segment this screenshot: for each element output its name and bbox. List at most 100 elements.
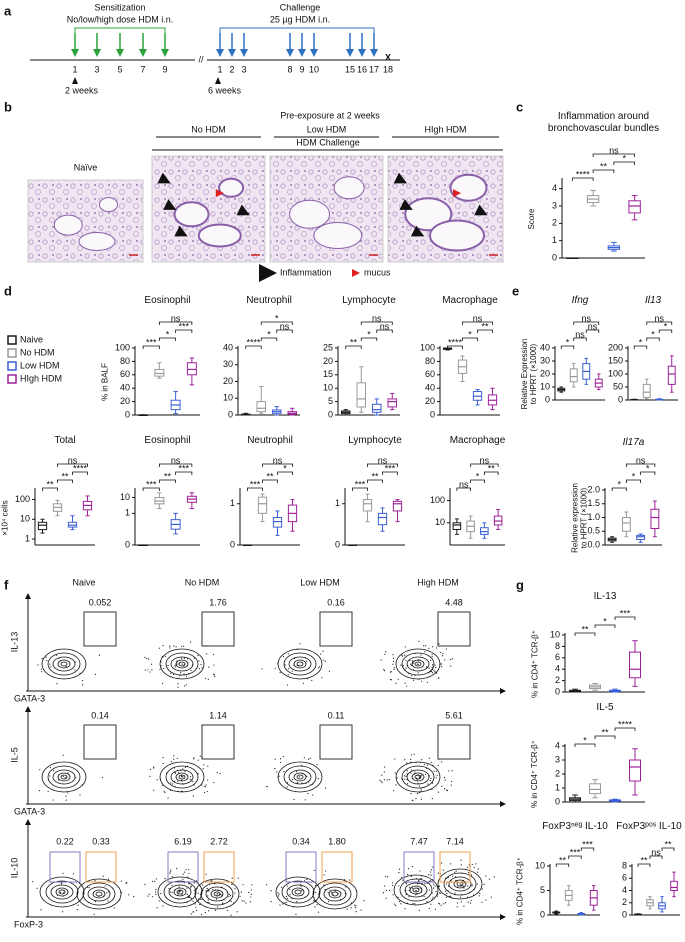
event-dot (404, 908, 406, 910)
density-contour (395, 648, 441, 680)
event-dot (451, 658, 454, 660)
event-dot (60, 883, 62, 885)
event-dot (315, 891, 317, 894)
event-dot (469, 902, 472, 904)
density-contour (87, 886, 111, 902)
significance-label: *** (355, 479, 366, 489)
event-dot (287, 674, 289, 676)
event-dot (192, 911, 194, 913)
event-dot (305, 660, 308, 662)
event-dot (36, 887, 38, 889)
event-dot (404, 654, 406, 656)
density-contour (296, 661, 304, 667)
event-dot (288, 668, 290, 670)
event-dot (184, 770, 186, 773)
event-dot (397, 896, 399, 898)
histology-group: No HDM (191, 124, 226, 134)
dose-arrowhead (116, 49, 124, 57)
y-tick-label: 0 (228, 409, 233, 419)
event-dot (101, 776, 103, 779)
gate-value: 0.16 (327, 597, 345, 607)
event-dot (385, 889, 388, 891)
event-dot (316, 904, 318, 906)
event-dot (279, 758, 282, 760)
event-dot (183, 685, 186, 687)
event-dot (182, 776, 184, 778)
box (628, 200, 641, 214)
gate-value: 0.22 (56, 836, 74, 846)
event-dot (311, 679, 313, 681)
event-dot (467, 885, 469, 887)
gate-value: 1.76 (209, 597, 227, 607)
event-dot (207, 765, 209, 767)
density-contour (41, 761, 87, 793)
event-dot (155, 878, 157, 880)
plot-title: IL-5 (596, 702, 614, 713)
airway (289, 199, 331, 229)
event-dot (285, 895, 287, 898)
significance-bracket (352, 487, 368, 491)
event-dot (444, 779, 446, 781)
event-dot (426, 764, 429, 766)
event-dot (428, 647, 430, 649)
y-tick-label: 100 (15, 494, 30, 504)
significance-label: ** (664, 839, 672, 849)
event-dot (431, 646, 434, 648)
significance-label: *** (146, 337, 157, 347)
event-dot (286, 901, 288, 903)
event-dot (354, 904, 356, 906)
event-dot (173, 645, 175, 647)
event-dot (363, 900, 365, 902)
event-dot (104, 885, 106, 887)
event-dot (40, 671, 43, 673)
box (621, 517, 631, 532)
event-dot (438, 643, 440, 645)
age-label: 6 weeks (208, 85, 242, 95)
box (667, 365, 676, 385)
event-dot (185, 869, 187, 871)
event-dot (473, 866, 475, 869)
significance-label: * (646, 463, 650, 473)
y-tick-label: 150 (608, 355, 623, 365)
significance-bracket (633, 345, 648, 349)
legend-mucus (352, 269, 360, 277)
event-dot (208, 910, 210, 912)
dose-arrowhead (216, 49, 224, 57)
density-contour (437, 868, 483, 900)
event-dot (383, 766, 386, 768)
significance-label: **** (618, 719, 633, 729)
event-dot (435, 667, 437, 669)
histology-group: Naïve (74, 162, 98, 172)
event-dot (459, 883, 461, 885)
y-tick-label: 0 (540, 909, 545, 919)
event-dot (192, 795, 194, 797)
significance-label: ns (480, 455, 490, 465)
event-dot (199, 898, 202, 900)
event-dot (163, 667, 165, 670)
significance-label: *** (178, 463, 189, 473)
event-dot (40, 909, 42, 911)
event-dot (327, 892, 329, 894)
density-contour (406, 769, 430, 785)
sensitization-detail: No/low/high dose HDM i.n. (67, 14, 174, 24)
event-dot (301, 782, 303, 784)
event-dot (426, 681, 428, 683)
event-dot (161, 784, 163, 787)
significance-label: ns (609, 145, 619, 155)
significance-bracket (614, 616, 636, 620)
event-dot (170, 869, 172, 871)
y-axis-label: % in CD4⁺ TCR-β⁺ (530, 739, 539, 809)
airway (53, 214, 83, 236)
flow-x-label: GATA-3 (14, 693, 45, 703)
legend-swatch (7, 374, 17, 384)
event-dot (412, 662, 414, 664)
event-dot (322, 650, 324, 652)
density-contour (176, 889, 184, 895)
density-contour (291, 887, 305, 897)
significance-bracket (470, 463, 499, 467)
event-dot (428, 874, 430, 876)
significance-label: * (583, 735, 587, 745)
density-contour (448, 876, 472, 892)
density-contour (92, 889, 106, 899)
event-dot (459, 896, 462, 898)
